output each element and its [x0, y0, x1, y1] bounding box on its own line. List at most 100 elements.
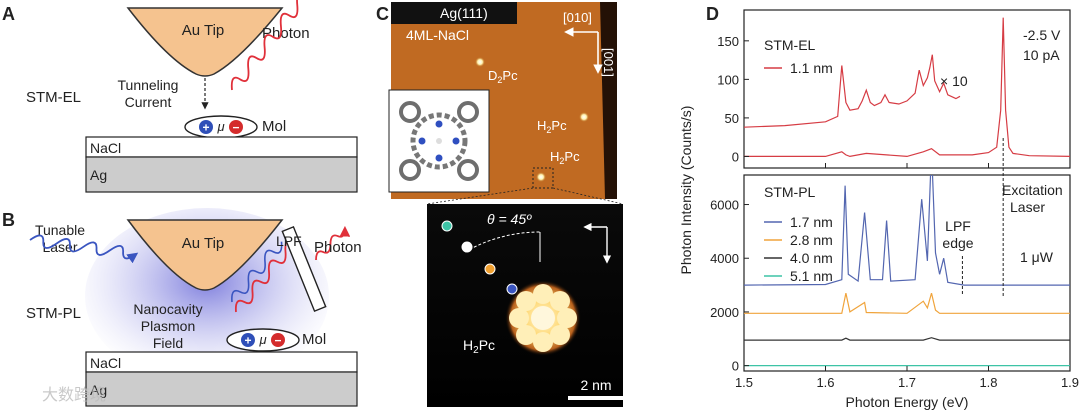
photon-wave-red-b [234, 237, 295, 313]
plus-sign-b: + [244, 334, 251, 348]
zoom-mol-sub: 2 [473, 345, 479, 356]
el-y-tick-label-3: 150 [717, 34, 739, 49]
zoom-connector-left [426, 187, 534, 205]
pl-power: 1 μW [1020, 249, 1054, 265]
molecule-topography [505, 280, 581, 356]
panel-d-letter: D [706, 4, 719, 24]
d2pc-label: D2Pc [488, 68, 518, 85]
molecule-model [399, 101, 479, 181]
dir-y-label: [001] [601, 48, 616, 77]
lpf-label: LPF [276, 233, 302, 249]
nacl-label-b: NaCl [90, 355, 121, 371]
tip-pos-4 [506, 283, 518, 295]
el-title: STM-EL [764, 37, 816, 53]
exc-label-1: Excitation [1002, 182, 1063, 198]
laser-wave-blue [29, 234, 139, 264]
topo-core [531, 306, 555, 330]
topo-lobe-5 [533, 332, 553, 352]
pl-y-ticks: 0 2000 4000 6000 [710, 198, 749, 374]
lpf-edge-label-2: edge [942, 235, 973, 251]
benzo-3 [457, 159, 479, 181]
mu-symbol-b: μ [258, 332, 266, 347]
x-tick-label-2: 1.7 [898, 375, 916, 390]
pl-title: STM-PL [764, 184, 816, 200]
au-tip-shape-b [126, 219, 284, 291]
panel-a: A Au Tip Photon STM-EL Tunneling Current… [2, 0, 358, 193]
minus-charge-b [271, 333, 285, 347]
el-trace-2 [744, 17, 1070, 158]
tunneling-label-2: Current [125, 94, 172, 110]
photon-label: Photon [262, 25, 310, 42]
theta-label: θ = 45º [487, 211, 532, 227]
benzo-4 [399, 159, 421, 181]
legend-el-label: 1.1 nm [790, 60, 833, 76]
zoom-mol-end: Pc [479, 337, 495, 353]
panel-b: B Au Tip Tunable Laser LPF Photon STM-PL… [2, 208, 362, 407]
legend-pl: 1.7 nm 2.8 nm 4.0 nm 5.1 nm [764, 214, 833, 284]
topo-lobe-3 [557, 308, 577, 328]
h2pc-label-a: H2Pc [537, 118, 567, 135]
nacl-layer-b [85, 351, 358, 373]
nanocavity-label-2: Plasmon [141, 318, 195, 334]
marker-lines [961, 138, 1004, 296]
legend-pl-label-2: 4.0 nm [790, 250, 833, 266]
substrate-label: Ag(111) [440, 5, 488, 21]
mode-label-el: STM-EL [26, 89, 81, 106]
el-y-tick-label-1: 50 [725, 111, 739, 126]
h2pc-b-end: Pc [564, 149, 580, 164]
panel-b-letter: B [2, 210, 15, 230]
plus-charge-b [241, 333, 255, 347]
el-y-tick-label-2: 100 [717, 72, 739, 87]
nacl-label: NaCl [90, 140, 121, 156]
zoom-box [532, 167, 554, 189]
tip-pos-1 [441, 220, 453, 232]
d2pc-dot [475, 57, 485, 67]
panel-c: C Ag(111) 4ML-NaCl [010] [001] D2Pc H2Pc… [376, 2, 624, 407]
nitrogen-3 [435, 154, 443, 162]
legend-pl-label-1: 2.8 nm [790, 232, 833, 248]
plus-sign: + [202, 121, 209, 135]
plot-frame-el [743, 9, 1071, 169]
layer-label: 4ML-NaCl [406, 27, 469, 43]
mol-label-b: Mol [302, 331, 326, 348]
dir-x-label: [010] [563, 10, 592, 25]
mol-label: Mol [262, 118, 286, 135]
reflected-wave-blue [231, 241, 283, 303]
au-tip-label: Au Tip [182, 22, 225, 39]
minus-sign: − [232, 121, 239, 135]
el-conditions-1: -2.5 V [1023, 27, 1061, 43]
el-y-ticks: 0 50 100 150 [717, 34, 749, 164]
au-tip-shape [126, 7, 284, 77]
scale-bar [568, 396, 624, 400]
panel-c-letter: C [376, 4, 389, 24]
pl-y-tick-label-2: 4000 [710, 251, 739, 266]
molecule-model-inset [388, 89, 490, 193]
tip-pos-2 [461, 241, 473, 253]
pl-traces [744, 175, 1070, 367]
el-trace-1 [744, 54, 961, 128]
pl-y-tick-label-0: 0 [732, 359, 739, 374]
h2pc-b-main: H [550, 149, 559, 164]
scale-bar-label: 2 nm [580, 377, 611, 393]
h2pc-a-sub: 2 [546, 125, 551, 135]
lpf-filter [281, 225, 327, 313]
pl-trace-1 [744, 175, 1070, 286]
legend-pl-label-3: 5.1 nm [790, 268, 833, 284]
ag-region [391, 2, 517, 24]
ring-carbon [410, 112, 468, 170]
tunneling-label-1: Tunneling [118, 77, 179, 93]
exc-label-2: Laser [1010, 199, 1045, 215]
photon-label-b: Photon [314, 239, 362, 256]
topo-lobe-2 [550, 291, 570, 311]
y-axis-label: Photon Intensity (Counts/s) [678, 106, 694, 275]
x-tick-label-4: 1.9 [1061, 375, 1079, 390]
topo-lobe-7 [509, 308, 529, 328]
d2pc-label-main: D [488, 68, 497, 83]
topo-lobe-1 [533, 284, 553, 304]
h2pc-dot-b [536, 172, 546, 182]
nanocavity-label-3: Field [153, 335, 183, 351]
plus-charge [199, 120, 213, 134]
photon-wave-red [230, 0, 308, 91]
